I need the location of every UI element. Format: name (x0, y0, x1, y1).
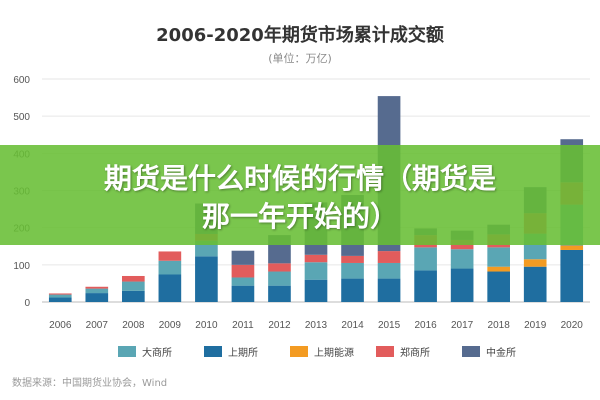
legend: 大商所 上期所 上期能源 郑商所 中金所 (118, 346, 516, 359)
x-tick-label: 2015 (378, 320, 401, 331)
bar-segment (48, 297, 72, 302)
bar-segment (523, 259, 547, 267)
bar-segment (377, 251, 401, 263)
x-tick-label: 2020 (561, 320, 584, 331)
bar-segment (48, 293, 72, 295)
data-source: 数据来源：中国期货业协会，Wind (12, 376, 167, 389)
bar-segment (560, 249, 584, 302)
legend-swatch (290, 346, 308, 357)
legend-swatch (376, 346, 394, 357)
title-banner (0, 145, 600, 245)
x-tick-label: 2013 (305, 320, 328, 331)
bar-segment (377, 278, 401, 302)
bar-segment (231, 285, 255, 302)
x-tick-label: 2010 (195, 320, 218, 331)
bar-segment (341, 278, 364, 302)
chart-title: 2006-2020年期货市场累计成交额 (156, 24, 444, 46)
x-tick-label: 2006 (49, 320, 72, 331)
bar-segment (158, 251, 182, 261)
bar-segment (122, 275, 145, 282)
bar-segment (414, 270, 437, 302)
x-axis-ticks: 2006 2007 2008 2009 2010 2011 2012 2013 2014 2015… (49, 320, 583, 331)
bar-segment (450, 268, 474, 302)
legend-swatch (118, 346, 136, 357)
legend-label: 上期所 (228, 347, 258, 359)
bar-segment (122, 281, 145, 291)
bar-segment (231, 250, 255, 265)
legend-label: 中金所 (486, 346, 516, 359)
x-tick-label: 2011 (232, 320, 254, 331)
bar-segment (377, 262, 401, 279)
banner-line-2: 那一年开始的） (201, 200, 398, 233)
bar-segment (268, 285, 291, 302)
bar-segment (268, 271, 291, 286)
legend-swatch (204, 346, 222, 357)
bar-segment (85, 286, 109, 289)
bar-segment (268, 263, 291, 272)
bar-segment (487, 271, 510, 302)
bar-segment (231, 264, 255, 278)
bar-segment (48, 294, 72, 298)
bar-segment (414, 247, 437, 271)
bar-segment (304, 279, 328, 302)
chart-subtitle: (单位：万亿) (268, 51, 332, 65)
x-tick-label: 2019 (524, 320, 547, 331)
y-tick-label: 100 (13, 261, 30, 272)
x-tick-label: 2018 (488, 320, 511, 331)
bar-segment (450, 249, 474, 269)
bar-segment (158, 274, 182, 302)
bar-segment (304, 254, 328, 263)
bar-segment (341, 255, 364, 263)
bar-segment (231, 277, 255, 286)
legend-label: 大商所 (142, 346, 172, 359)
bar-segment (523, 266, 547, 302)
x-tick-label: 2012 (268, 320, 291, 331)
y-tick-label: 0 (24, 298, 30, 309)
bar-segment (122, 290, 145, 302)
y-tick-label: 600 (13, 75, 30, 86)
bar-segment (158, 260, 182, 275)
x-tick-label: 2017 (451, 320, 474, 331)
bar-segment (85, 288, 109, 294)
bar-segment (487, 247, 510, 267)
x-tick-label: 2009 (159, 320, 182, 331)
legend-swatch (462, 346, 480, 357)
x-tick-label: 2016 (414, 320, 437, 331)
x-tick-label: 2007 (86, 320, 109, 331)
bar-segment (195, 256, 218, 302)
y-tick-label: 500 (13, 112, 30, 123)
bar-segment (341, 262, 364, 279)
x-tick-label: 2014 (341, 320, 364, 331)
banner-text: 期货是什么时候的行情（期货是 那一年开始的） (0, 160, 600, 236)
legend-label: 郑商所 (400, 346, 430, 359)
bar-segment (487, 266, 510, 272)
bar-segment (304, 262, 328, 280)
x-tick-label: 2008 (122, 320, 145, 331)
bar-segment (560, 245, 584, 250)
bar-segment (85, 293, 109, 302)
banner-line-1: 期货是什么时候的行情（期货是 (103, 162, 496, 195)
legend-label: 上期能源 (314, 346, 354, 359)
